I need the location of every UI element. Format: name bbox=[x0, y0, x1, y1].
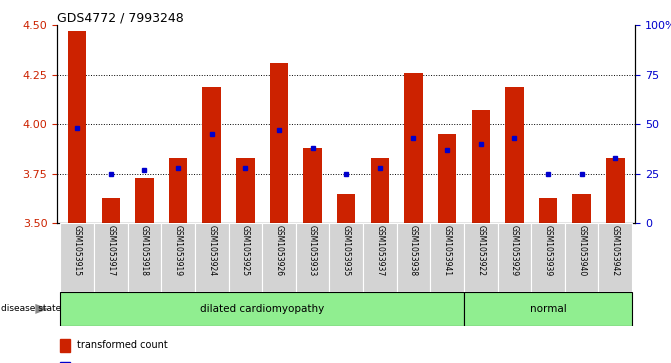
Bar bbox=[94, 223, 127, 292]
Bar bbox=[430, 223, 464, 292]
Bar bbox=[464, 223, 498, 292]
Text: GSM1053933: GSM1053933 bbox=[308, 225, 317, 277]
Bar bbox=[127, 223, 161, 292]
Bar bbox=[370, 158, 389, 223]
Bar bbox=[606, 158, 625, 223]
Text: GSM1053939: GSM1053939 bbox=[544, 225, 552, 277]
Text: GSM1053929: GSM1053929 bbox=[510, 225, 519, 277]
Bar bbox=[60, 292, 464, 326]
Bar bbox=[329, 223, 363, 292]
Bar bbox=[472, 110, 490, 223]
Bar bbox=[60, 362, 70, 363]
Bar bbox=[203, 87, 221, 223]
Polygon shape bbox=[36, 304, 48, 314]
Text: GSM1053940: GSM1053940 bbox=[577, 225, 586, 277]
Bar bbox=[303, 148, 322, 223]
Text: GSM1053938: GSM1053938 bbox=[409, 225, 418, 277]
Bar bbox=[136, 178, 154, 223]
Text: GSM1053917: GSM1053917 bbox=[106, 225, 115, 277]
Bar bbox=[397, 223, 430, 292]
Text: GSM1053935: GSM1053935 bbox=[342, 225, 351, 277]
Text: GSM1053937: GSM1053937 bbox=[375, 225, 384, 277]
Bar bbox=[161, 223, 195, 292]
Bar bbox=[68, 31, 87, 223]
Bar bbox=[363, 223, 397, 292]
Bar bbox=[101, 197, 120, 223]
Bar bbox=[505, 87, 523, 223]
Bar bbox=[498, 223, 531, 292]
Bar bbox=[599, 223, 632, 292]
Bar bbox=[337, 193, 356, 223]
Text: GSM1053926: GSM1053926 bbox=[274, 225, 283, 277]
Bar bbox=[236, 158, 254, 223]
Text: GSM1053918: GSM1053918 bbox=[140, 225, 149, 276]
Bar bbox=[572, 193, 591, 223]
Bar bbox=[539, 197, 557, 223]
Bar bbox=[169, 158, 187, 223]
Text: GSM1053941: GSM1053941 bbox=[443, 225, 452, 277]
Bar bbox=[270, 63, 289, 223]
Text: dilated cardiomyopathy: dilated cardiomyopathy bbox=[200, 304, 324, 314]
Text: transformed count: transformed count bbox=[77, 340, 168, 350]
Text: disease state: disease state bbox=[1, 305, 62, 313]
Bar bbox=[296, 223, 329, 292]
Text: normal: normal bbox=[529, 304, 566, 314]
Text: GSM1053924: GSM1053924 bbox=[207, 225, 216, 277]
Text: GSM1053922: GSM1053922 bbox=[476, 225, 485, 276]
Text: GSM1053915: GSM1053915 bbox=[72, 225, 82, 277]
Text: GSM1053919: GSM1053919 bbox=[174, 225, 183, 277]
Bar bbox=[229, 223, 262, 292]
Text: GDS4772 / 7993248: GDS4772 / 7993248 bbox=[57, 11, 184, 24]
Bar bbox=[531, 223, 565, 292]
Text: GSM1053925: GSM1053925 bbox=[241, 225, 250, 277]
Bar bbox=[60, 339, 70, 352]
Bar bbox=[60, 223, 94, 292]
Bar bbox=[565, 223, 599, 292]
Text: GSM1053942: GSM1053942 bbox=[611, 225, 620, 277]
Bar bbox=[195, 223, 229, 292]
Bar bbox=[262, 223, 296, 292]
Bar bbox=[438, 134, 456, 223]
Bar bbox=[464, 292, 632, 326]
Bar bbox=[404, 73, 423, 223]
